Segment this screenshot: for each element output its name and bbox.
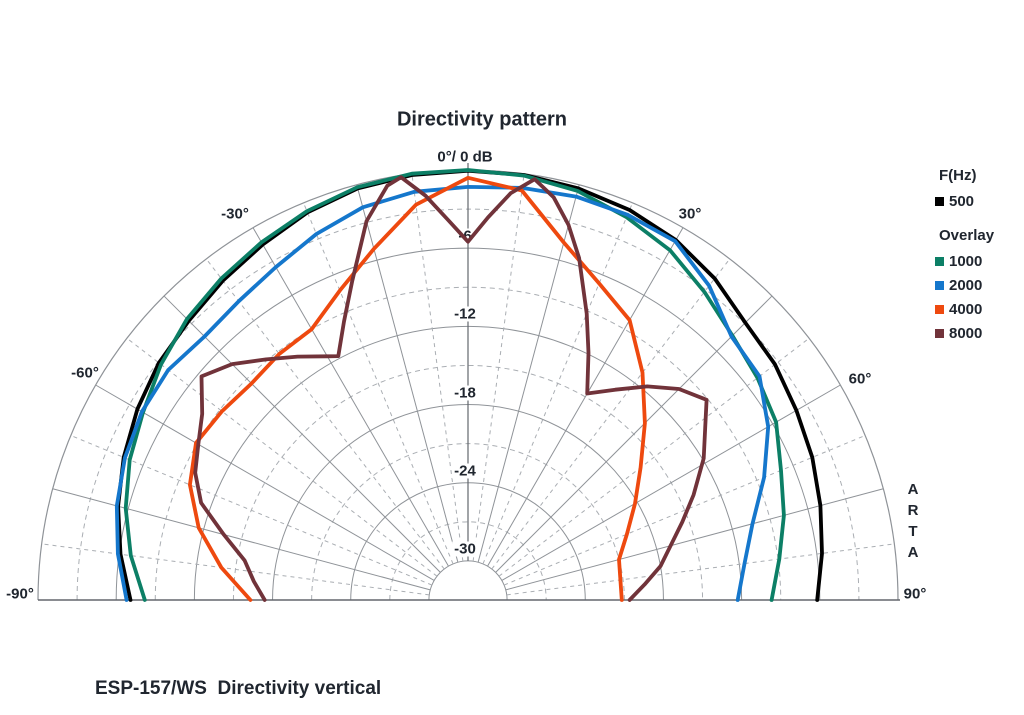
legend-item-4000: 4000 <box>935 297 1021 321</box>
grid-radial-solid <box>95 384 435 581</box>
arta-letter: A <box>907 544 919 561</box>
grid-radial-solid <box>163 295 441 573</box>
grid-radial-solid <box>505 488 884 591</box>
grid-radial-solid <box>487 227 684 567</box>
grid-radial-solid <box>501 384 841 581</box>
angle-label-plus-60: 60° <box>848 370 872 388</box>
angle-label-minus-60: -60° <box>71 364 99 382</box>
grid-radial-dashed <box>506 543 895 596</box>
angle-label-plus-30: 30° <box>678 205 702 223</box>
db-ring-label-24: -24 <box>452 462 478 480</box>
legend: F(Hz) 500 Overlay 1000 2000 4000 8000 <box>935 167 1021 345</box>
legend-swatch-2000 <box>935 280 944 290</box>
legend-swatch-1000 <box>935 256 944 266</box>
legend-item-1000: 1000 <box>935 249 1021 273</box>
angle-label-plus-90: 90° <box>903 585 927 603</box>
grid-radial-solid <box>477 184 580 563</box>
legend-label-500: 500 <box>949 192 975 210</box>
angle-label-minus-30: -30° <box>221 205 249 223</box>
angle-label-minus-90: -90° <box>6 585 34 603</box>
grid-radial-solid <box>252 227 449 567</box>
db-ring-label-12: -12 <box>452 305 478 323</box>
legend-frequency-heading: F(Hz) <box>939 167 977 184</box>
legend-label-8000: 8000 <box>949 324 983 342</box>
legend-swatch-4000 <box>935 304 944 314</box>
grid-radial-solid <box>495 295 773 573</box>
legend-label-4000: 4000 <box>949 300 983 318</box>
legend-label-2000: 2000 <box>949 276 983 294</box>
legend-swatch-500 <box>935 196 944 206</box>
grid-ring-solid <box>428 560 508 601</box>
legend-overlay-heading: Overlay <box>939 227 995 244</box>
chart-title: Directivity pattern <box>396 108 568 131</box>
arta-watermark: A R T A <box>903 479 923 563</box>
grid-radial-solid <box>52 488 431 591</box>
legend-item-500: 500 <box>935 189 1021 213</box>
db-ring-label-6: -6 <box>456 227 474 245</box>
apex-angle-db-label: 0°/ 0 dB <box>437 148 493 166</box>
grid-radial-dashed <box>411 173 464 562</box>
grid-radial-dashed <box>41 543 430 596</box>
chart-caption: ESP-157/WS Directivity vertical <box>95 678 382 699</box>
legend-label-1000: 1000 <box>949 252 983 270</box>
legend-swatch-8000 <box>935 328 944 338</box>
legend-item-2000: 2000 <box>935 273 1021 297</box>
arta-letter: R <box>907 502 919 519</box>
db-ring-label-18: -18 <box>452 384 478 402</box>
grid-radial-dashed <box>472 173 525 562</box>
arta-letter: T <box>908 523 918 540</box>
legend-item-8000: 8000 <box>935 321 1021 345</box>
grid-radial-solid <box>356 184 459 563</box>
db-ring-label-30: -30 <box>452 540 478 558</box>
arta-letter: A <box>907 481 919 498</box>
